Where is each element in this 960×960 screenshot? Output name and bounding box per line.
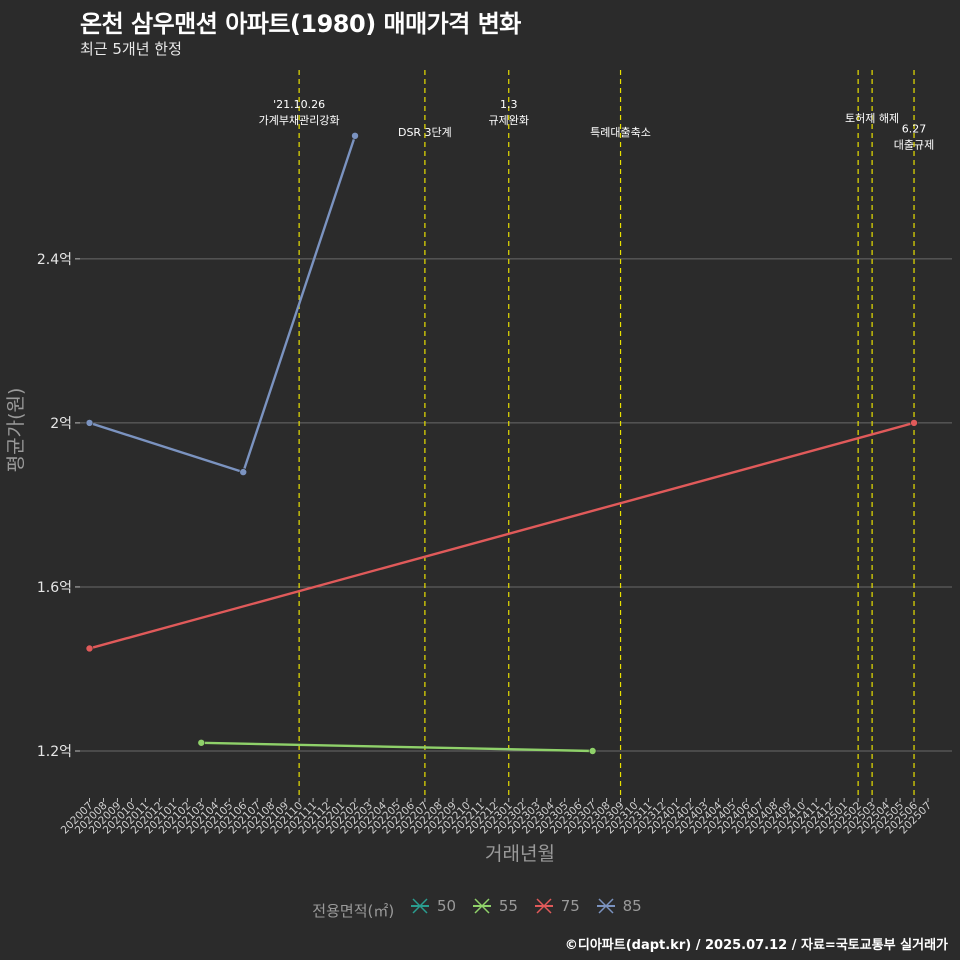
series-line-85 — [89, 135, 357, 474]
legend-key-75-icon — [534, 898, 553, 914]
event-annotation: DSR 3단계 — [398, 126, 452, 139]
y-tick-label: 2억 — [50, 416, 72, 432]
event-annotation: 규제완화 — [489, 114, 529, 127]
page-title: 온천 삼우맨션 아파트(1980) 매매가격 변화 — [80, 10, 521, 38]
legend-label-55: 55 — [498, 897, 518, 915]
legend-key-50-icon — [410, 898, 429, 914]
footer-credit: ©디아파트(dapt.kr) / 2025.07.12 / 자료=국토교통부 실… — [564, 938, 948, 953]
x-axis-title: 거래년월 — [485, 843, 555, 865]
data-point-85 — [239, 468, 248, 476]
data-point-75 — [910, 419, 918, 427]
series-line-55 — [201, 741, 593, 753]
legend-key-55-icon — [472, 898, 491, 914]
series-line-75 — [89, 421, 915, 650]
event-annotation: 6.27 — [902, 123, 927, 136]
data-point-85 — [351, 132, 359, 140]
data-point-55 — [197, 738, 206, 747]
data-point-55 — [588, 747, 597, 755]
legend-item-50: 50 — [409, 896, 456, 916]
legend-title: 전용면적(㎡) — [312, 902, 395, 920]
legend-item-85: 85 — [595, 896, 642, 916]
legend-item-75: 75 — [533, 896, 580, 916]
data-point-75 — [85, 644, 94, 653]
legend-item-55: 55 — [471, 896, 518, 916]
event-annotation: 가계부채관리강화 — [259, 114, 340, 127]
y-axis-title: 평균가(원) — [5, 388, 27, 473]
event-annotation: '21.10.26 — [273, 98, 325, 111]
event-annotation: 1.3 — [500, 98, 518, 111]
y-tick-label: 1.6억 — [37, 580, 72, 596]
legend-key-85-icon — [596, 898, 615, 914]
y-tick-label: 1.2억 — [37, 744, 72, 760]
y-tick-label: 2.4억 — [37, 252, 72, 268]
legend-label-85: 85 — [622, 897, 642, 915]
page-subtitle: 최근 5개년 한정 — [80, 40, 182, 58]
event-annotation: 특례대출축소 — [590, 126, 651, 139]
legend: 전용면적(㎡) 50 55 75 85 — [0, 896, 960, 921]
legend-label-50: 50 — [436, 897, 457, 915]
event-annotation: 토허제 해제 — [845, 111, 899, 125]
event-annotation: 대출규제 — [894, 139, 934, 152]
data-point-85 — [85, 419, 94, 427]
legend-label-75: 75 — [560, 897, 580, 915]
